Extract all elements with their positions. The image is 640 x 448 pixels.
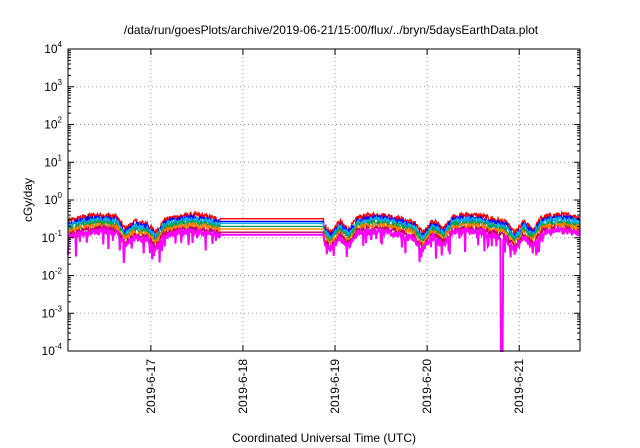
y-tick-label: 10-2 [42,267,63,283]
x-tick-label: 2019-6-21 [512,359,526,414]
y-tick-label: 103 [44,78,62,94]
y-tick-label: 10-1 [42,229,63,245]
x-tick-label: 2019-6-20 [420,359,434,414]
y-tick-label: 104 [44,40,62,56]
x-axis-ticks: 2019-6-17 2019-6-18 2019-6-19 2019-6-20 2019… [144,49,526,414]
y-tick-label: 10-4 [42,342,63,358]
y-tick-label: 102 [44,116,62,132]
series-line [67,225,581,352]
y-axis-label: cGy/day [21,178,35,222]
x-tick-label: 2019-6-19 [328,359,342,414]
chart-title: /data/run/goesPlots/archive/2019-06-21/1… [124,23,539,37]
x-tick-label: 2019-6-17 [144,359,158,414]
x-tick-label: 2019-6-18 [236,359,250,414]
y-axis-ticks: 10-4 10-3 10-2 10-1 100 101 102 103 104 [42,40,580,358]
y-tick-label: 10-3 [42,304,63,320]
y-tick-label: 101 [44,153,62,169]
y-tick-label: 100 [44,191,62,207]
series-lines [67,209,581,352]
x-axis-label: Coordinated Universal Time (UTC) [232,431,416,445]
